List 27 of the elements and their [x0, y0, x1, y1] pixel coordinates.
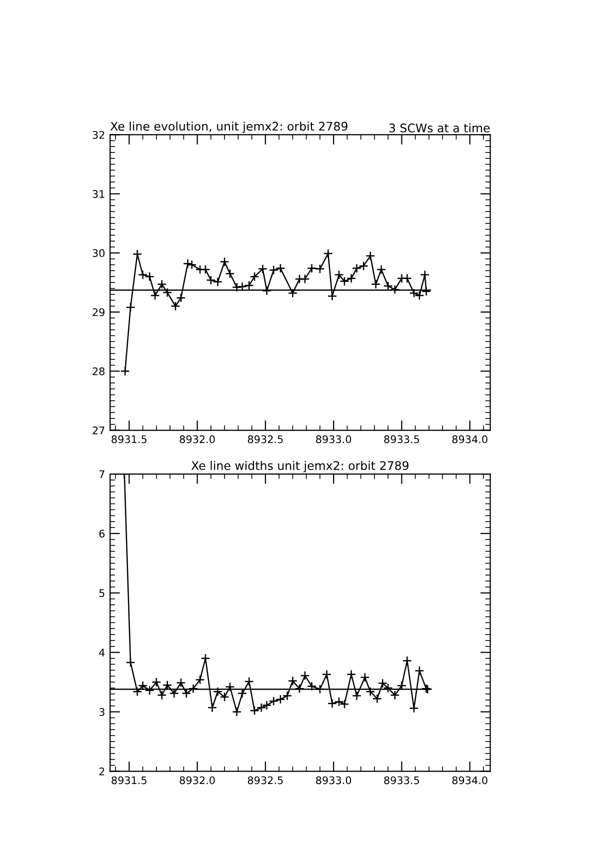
y-tick-label: 27 [92, 426, 104, 434]
y-tick-label: 5 [99, 589, 104, 598]
y-tick-label: 2 [99, 768, 104, 776]
y-tick-label: 6 [99, 530, 105, 538]
y-tick-label: 3 [99, 708, 104, 716]
y-tick-label: 30 [92, 249, 105, 258]
x-tick-label: 8933.0 [316, 435, 352, 444]
x-tick-label: 8933.5 [384, 435, 420, 444]
x-tick-label: 8931.5 [112, 435, 146, 444]
y-tick-label: 31 [92, 190, 104, 198]
chart-title: Xe line evolution, unit jemx2: orbit 2789 [110, 122, 348, 134]
x-tick-label: 8934.0 [452, 435, 488, 444]
x-tick-label: 8934.0 [452, 776, 488, 784]
y-tick-label: 7 [99, 470, 104, 478]
y-tick-label: 32 [92, 130, 104, 139]
x-tick-label: 8932.0 [180, 776, 215, 784]
x-tick-label: 8933.0 [316, 776, 352, 784]
x-tick-label: 8932.5 [248, 435, 283, 444]
y-tick-label: 29 [92, 308, 104, 316]
y-tick-label: 28 [92, 367, 104, 376]
x-tick-label: 8932.0 [180, 435, 215, 444]
text: 3 SCWs at a time [389, 123, 490, 132]
x-tick-label: 8932.5 [248, 776, 283, 784]
x-tick-label: 8931.5 [112, 776, 146, 784]
y-tick-label: 4 [99, 648, 105, 656]
chart-title: Xe line widths unit jemx2: orbit 2789 [191, 460, 408, 472]
x-tick-label: 8933.5 [384, 776, 420, 784]
